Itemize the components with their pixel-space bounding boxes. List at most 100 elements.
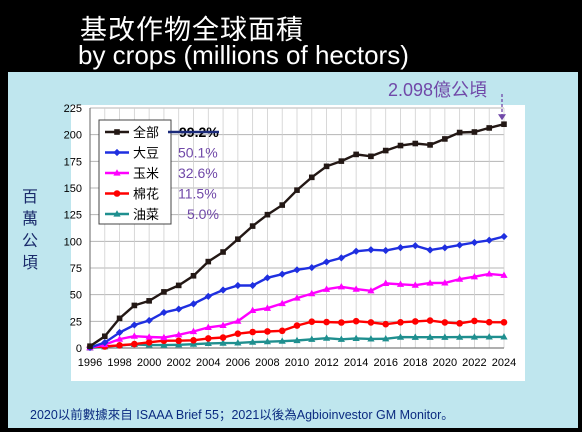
data-point-all [279,202,286,208]
data-point-canola [441,333,449,340]
data-point-corn [322,285,331,292]
data-point-corn [130,332,138,339]
data-point-all [190,272,197,279]
source-footnote: 2020以前數據來自 ISAAA Brief 55；2021以後為Agbioin… [30,408,454,422]
y-axis-label-char: 頃 [21,253,38,272]
data-point-soy [426,246,434,254]
data-point-soy [470,238,479,247]
data-point-corn [485,270,493,277]
data-point-soy [115,328,124,337]
data-point-soy [130,321,138,329]
data-point-canola [160,341,168,348]
legend-marker-cotton [113,190,121,197]
chart-title-zh: 基改作物全球面積 [80,15,304,46]
y-axis-label-char: 萬 [21,209,38,228]
data-point-corn [367,287,375,294]
data-point-canola [308,335,316,342]
data-point-all [146,298,152,304]
data-point-corn [175,330,183,338]
x-tick-label: 2012 [314,357,338,369]
data-point-corn [426,279,434,286]
y-tick-label: 125 [64,210,82,222]
x-tick-label: 2024 [492,357,516,369]
data-point-all [87,343,93,349]
annotation-arrow-head [498,114,506,121]
data-point-cotton [219,334,227,341]
data-point-cotton [190,337,197,344]
data-point-canola [352,334,360,341]
data-point-soy [382,246,390,255]
data-point-cotton [323,318,330,326]
pct-label-cotton: 11.5% [178,186,217,202]
data-point-soy [352,247,360,255]
data-point-cotton [485,318,493,326]
x-tick-label: 2014 [344,357,368,369]
data-point-soy [263,274,272,282]
data-point-cotton [471,317,478,325]
data-point-corn [352,285,360,292]
data-point-all [205,258,212,265]
data-point-all [220,249,226,255]
data-point-all [397,142,404,149]
data-point-corn [219,321,227,328]
data-point-corn [249,306,257,314]
y-tick-label: 25 [70,316,82,328]
y-tick-label: 0 [76,343,82,355]
data-point-corn [263,304,272,311]
data-point-canola [485,333,493,340]
legend-label-all: 全部 [133,125,159,140]
data-point-corn [115,335,124,342]
data-point-canola [278,337,286,344]
data-point-corn [470,272,479,280]
data-point-canola [500,333,508,340]
data-point-cotton [131,340,138,348]
data-point-soy [219,286,227,294]
data-point-cotton [204,335,212,342]
data-point-cotton [367,319,375,326]
data-point-cotton [116,342,123,349]
data-point-soy [278,270,286,278]
data-point-all [308,174,315,181]
y-tick-label: 175 [64,156,82,168]
data-point-canola [204,339,212,347]
data-point-corn [189,327,198,335]
data-point-soy [145,316,153,325]
legend-marker-canola [113,210,121,217]
data-point-all [368,153,374,160]
y-tick-label: 75 [70,263,82,275]
data-point-soy [337,254,345,262]
data-point-canola [249,338,257,345]
data-point-all [161,289,167,295]
data-point-canola [411,333,419,340]
data-point-cotton [308,318,316,325]
data-point-all [456,129,463,136]
data-point-corn [500,271,508,278]
y-tick-label: 150 [64,183,82,195]
x-tick-label: 2020 [433,357,457,369]
data-point-corn [396,280,405,287]
data-point-soy [234,281,242,290]
legend-label-soy: 大豆 [133,146,159,161]
pct-label-canola: 5.0% [187,206,219,222]
x-tick-label: 2002 [166,357,190,369]
data-point-canola [219,339,227,346]
data-point-soy [322,258,331,266]
x-tick-label: 2006 [226,357,250,369]
data-point-all [382,147,389,154]
data-point-cotton [456,320,463,327]
data-point-cotton [175,337,183,345]
data-point-cotton [352,317,360,325]
data-point-canola [382,335,390,342]
data-point-soy [175,305,183,313]
x-tick-label: 2004 [196,357,220,369]
legend-marker-corn [113,169,121,176]
data-point-all [338,158,345,164]
pct-label-corn: 32.6% [178,165,218,181]
data-point-cotton [411,318,419,325]
data-point-soy [189,300,198,308]
data-point-corn [204,323,212,331]
x-tick-label: 2000 [137,357,161,369]
legend-marker-all [114,129,120,135]
data-point-cotton [249,328,256,336]
